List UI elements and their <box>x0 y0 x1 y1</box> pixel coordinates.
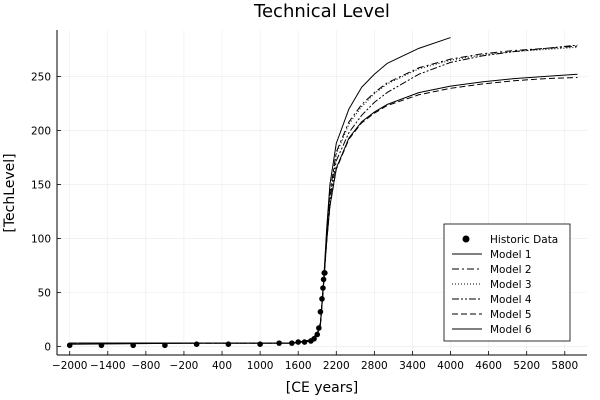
historic-data-point <box>98 342 105 349</box>
legend-label-model-5: Model 5 <box>490 309 532 321</box>
historic-data-point <box>320 276 327 283</box>
legend-label-model-6: Model 6 <box>490 324 532 336</box>
historic-data-point <box>257 341 263 348</box>
series-line-model-4 <box>69 44 578 344</box>
x-tick-label: 5200 <box>513 360 540 372</box>
historic-data-point <box>295 339 301 345</box>
historic-data-points <box>66 270 328 349</box>
y-tick-label: 150 <box>31 179 51 191</box>
y-tick-label: 100 <box>31 233 51 245</box>
x-tick-label: −800 <box>131 360 160 372</box>
chart-title: Technical Level <box>253 1 390 22</box>
historic-data-point <box>162 342 168 349</box>
legend-box <box>443 223 571 342</box>
historic-data-point <box>301 339 308 345</box>
historic-data-point <box>316 325 322 331</box>
x-tick-label: 1600 <box>285 360 312 372</box>
x-tick-label: −1400 <box>90 360 126 372</box>
x-axis-title: [CE years] <box>286 380 359 396</box>
x-tick-label: 2200 <box>323 360 350 372</box>
legend-marker-historic-data <box>462 235 470 243</box>
historic-data-point <box>225 341 232 348</box>
legend-label-model-4: Model 4 <box>490 294 532 306</box>
historic-data-point <box>130 342 136 349</box>
legend-label-historic-data: Historic Data <box>490 234 558 246</box>
historic-data-point <box>311 336 317 342</box>
y-tick-label: 50 <box>38 287 51 299</box>
x-tick-label: 400 <box>212 360 232 372</box>
x-tick-label: 4600 <box>475 360 502 372</box>
legend-label-model-3: Model 3 <box>490 279 532 291</box>
historic-data-point <box>66 342 73 349</box>
y-axis-title: [TechLevel] <box>2 153 18 232</box>
historic-data-point <box>289 340 295 346</box>
historic-data-point <box>319 296 325 302</box>
legend: Historic Data Model 1 Model 2 Model 3 Model … <box>443 223 571 342</box>
legend-label-model-2: Model 2 <box>490 264 532 276</box>
y-tick-label: 250 <box>31 71 51 83</box>
x-tick-label: 1000 <box>247 360 274 372</box>
x-tick-label: −2000 <box>52 360 88 372</box>
x-tick-label: −200 <box>170 360 199 372</box>
x-tick-label: 5800 <box>551 360 578 372</box>
x-tick-label: 4000 <box>437 360 464 372</box>
x-tick-label: 2800 <box>361 360 388 372</box>
y-tick-label: 0 <box>44 341 51 353</box>
historic-data-point <box>322 270 328 276</box>
historic-data-point <box>320 285 326 291</box>
historic-data-point <box>314 331 321 338</box>
historic-data-point <box>276 340 282 346</box>
axes: −2000 −1400 −800 −200 400 1000 1600 2200 2800 340… <box>31 30 587 372</box>
historic-data-point <box>193 341 200 348</box>
x-tick-label: 3400 <box>399 360 426 372</box>
legend-label-model-1: Model 1 <box>490 249 532 261</box>
y-tick-label: 200 <box>31 125 51 137</box>
historic-data-point <box>317 309 324 315</box>
